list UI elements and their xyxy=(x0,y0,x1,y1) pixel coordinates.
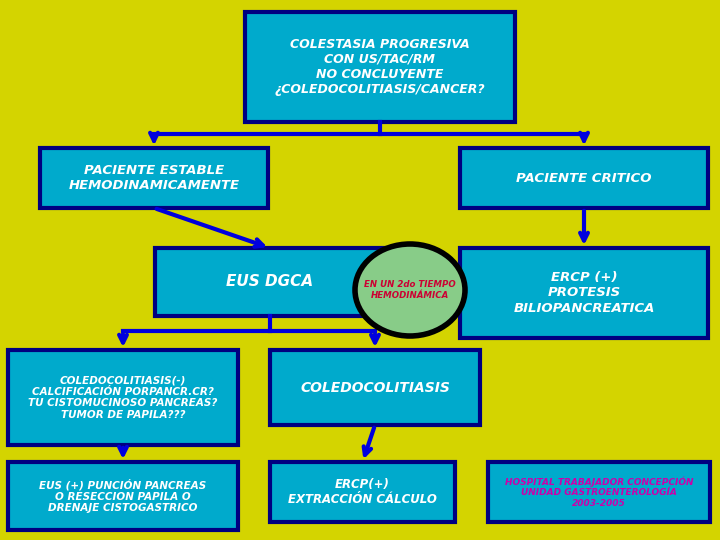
FancyBboxPatch shape xyxy=(155,248,385,316)
FancyBboxPatch shape xyxy=(8,350,238,445)
FancyBboxPatch shape xyxy=(488,462,710,522)
FancyBboxPatch shape xyxy=(270,462,455,522)
Text: EN UN 2do TIEMPO
HEMODINÁMICA: EN UN 2do TIEMPO HEMODINÁMICA xyxy=(364,280,456,300)
Text: PACIENTE CRITICO: PACIENTE CRITICO xyxy=(516,172,652,185)
Text: EUS DGCA: EUS DGCA xyxy=(226,274,314,289)
FancyBboxPatch shape xyxy=(460,248,708,338)
Text: ERCP (+)
PROTESIS
BILIOPANCREATICA: ERCP (+) PROTESIS BILIOPANCREATICA xyxy=(513,272,654,314)
Text: COLEDOCOLITIASIS(-)
CALCIFICACIÓN PORPANCR.CR?
TU CISTOMUCINOSO PANCREAS?
TUMOR : COLEDOCOLITIASIS(-) CALCIFICACIÓN PORPAN… xyxy=(28,375,217,420)
Text: PACIENTE ESTABLE
HEMODINAMICAMENTE: PACIENTE ESTABLE HEMODINAMICAMENTE xyxy=(68,164,240,192)
Ellipse shape xyxy=(355,244,465,336)
Text: COLEDOCOLITIASIS: COLEDOCOLITIASIS xyxy=(300,381,450,395)
Text: HOSPITAL TRABAJADOR CONCEPCIÓN
UNIDAD GASTROENTEROLOGÍA
2003-2005: HOSPITAL TRABAJADOR CONCEPCIÓN UNIDAD GA… xyxy=(505,476,693,508)
FancyBboxPatch shape xyxy=(245,12,515,122)
FancyBboxPatch shape xyxy=(40,148,268,208)
Text: ERCP(+)
EXTRACCIÓN CÁLCULO: ERCP(+) EXTRACCIÓN CÁLCULO xyxy=(288,478,437,506)
FancyBboxPatch shape xyxy=(460,148,708,208)
FancyBboxPatch shape xyxy=(270,350,480,425)
Text: COLESTASIA PROGRESIVA
CON US/TAC/RM
NO CONCLUYENTE
¿COLEDOCOLITIASIS/CANCER?: COLESTASIA PROGRESIVA CON US/TAC/RM NO C… xyxy=(275,38,485,96)
FancyBboxPatch shape xyxy=(8,462,238,530)
Text: EUS (+) PUNCIÓN PANCREAS
O RESECCION PAPILA O
DRENAJE CISTOGASTRICO: EUS (+) PUNCIÓN PANCREAS O RESECCION PAP… xyxy=(40,478,207,514)
